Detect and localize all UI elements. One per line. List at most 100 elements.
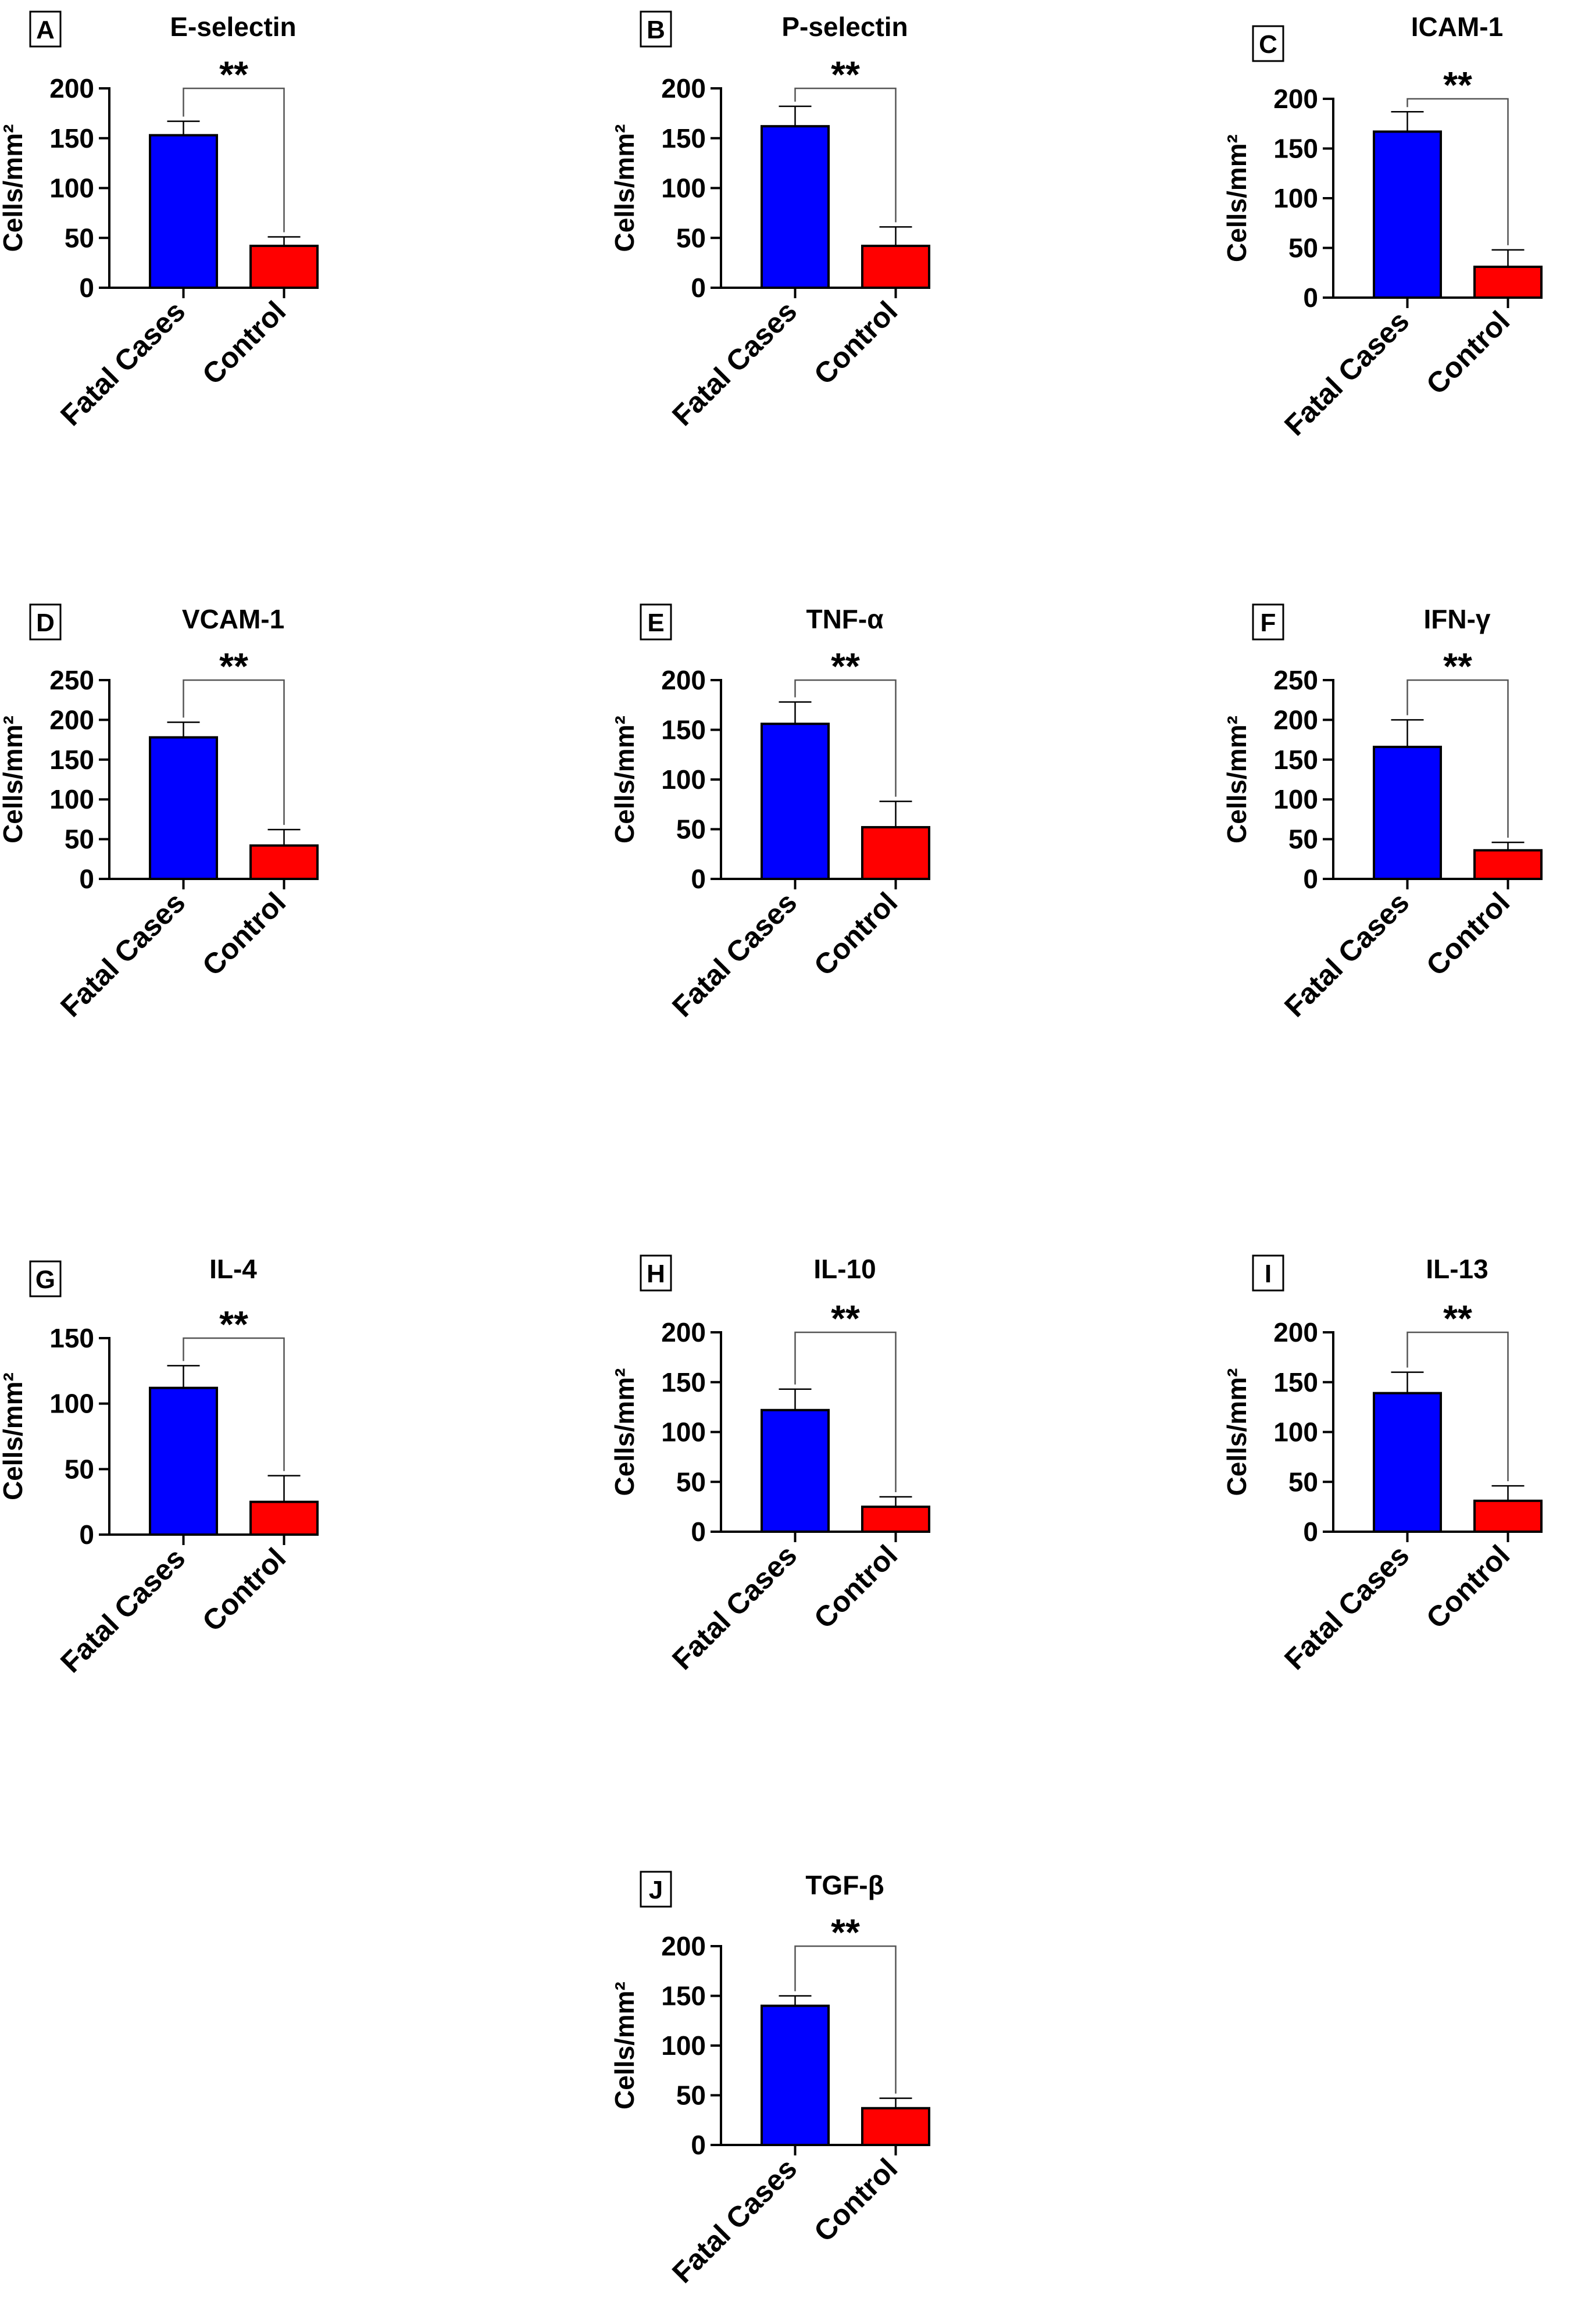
y-tick-label: 50 [676,1467,706,1497]
y-tick-label: 150 [49,1323,94,1353]
chart-panel-f: F IFN-γ ** 0 50 100 150 200 250 Fatal Cases Contro… [1222,603,1543,1023]
chart-title: IL-13 [1426,1254,1488,1284]
chart-title: IFN-γ [1424,604,1491,634]
significance-bracket [1406,98,1509,245]
significance-label: ** [1443,645,1472,687]
panel-letter: B [647,16,665,44]
x-tick-label-fatal-cases: Fatal Cases [54,295,191,432]
bar-control [861,826,930,880]
bar-control [1473,849,1543,880]
y-tick-label: 250 [49,665,94,695]
y-tick-label: 200 [1273,1317,1318,1347]
bar-fatal-cases [149,1386,218,1536]
x-tick-label-control: Control [808,295,904,391]
chart-panel-d: D VCAM-1 ** 0 50 100 150 200 250 Fatal Cases Contr… [0,603,319,1023]
x-tick-label-control: Control [808,886,904,982]
significance-bracket [794,1945,897,2094]
y-axis-label: Cells/mm² [609,1982,640,2110]
y-tick-label: 100 [661,2030,706,2061]
x-tick-label-control: Control [196,886,292,982]
x-tick-label-fatal-cases: Fatal Cases [54,886,191,1023]
significance-label: ** [1443,64,1472,106]
panel-letter: I [1265,1260,1272,1288]
significance-bracket [183,679,285,825]
y-tick-label: 200 [49,73,94,103]
y-tick-label: 150 [1273,1367,1318,1397]
significance-bracket [794,1331,897,1492]
y-tick-label: 200 [49,705,94,735]
x-tick-label-control: Control [1420,305,1516,401]
bar-fatal-cases [149,736,218,880]
chart-panel-j: J TGF-β ** 0 50 100 150 200 Fatal Cases Control Ce… [609,1870,930,2289]
panel-letter-box [640,603,672,641]
y-axis-label: Cells/mm² [609,1368,640,1496]
bar-fatal-cases [761,125,830,289]
y-tick-label: 50 [676,223,706,253]
y-axis-label: Cells/mm² [0,1372,28,1500]
y-axis-label: Cells/mm² [1222,1368,1252,1496]
y-axis-label: Cells/mm² [609,716,640,843]
y-tick-label: 50 [676,814,706,845]
x-tick-label-fatal-cases: Fatal Cases [1278,1539,1415,1676]
panel-letter: C [1259,30,1277,59]
significance-bracket [1406,679,1509,838]
y-tick-label: 200 [661,73,706,103]
bar-control [1473,265,1543,299]
chart-title: IL-10 [813,1254,876,1284]
y-tick-label: 150 [661,1367,706,1397]
y-tick-label: 150 [49,745,94,775]
y-tick-label: 100 [1273,784,1318,814]
panel-letter-box [29,1260,62,1297]
panel-letter-box [29,10,62,48]
bar-control [861,1506,930,1533]
x-tick-label-fatal-cases: Fatal Cases [1278,305,1415,442]
y-tick-label: 100 [661,764,706,795]
chart-title: P-selectin [781,12,908,42]
significance-label: ** [831,53,860,95]
y-tick-label: 200 [661,1317,706,1347]
y-tick-label: 0 [79,273,94,303]
y-tick-label: 0 [1303,283,1318,313]
y-tick-label: 100 [661,173,706,203]
y-axis-label: Cells/mm² [1222,716,1252,843]
y-tick-label: 0 [1303,864,1318,894]
bar-control [1473,1499,1543,1533]
y-tick-label: 50 [65,223,94,253]
y-tick-label: 50 [1288,1467,1318,1497]
significance-bracket [794,87,897,223]
bar-fatal-cases [149,134,218,289]
bar-fatal-cases [1373,130,1442,299]
panel-letter: A [36,16,55,44]
bar-control [249,844,319,880]
y-axis-label: Cells/mm² [0,716,28,843]
significance-label: ** [219,53,248,95]
x-tick-label-fatal-cases: Fatal Cases [666,1539,803,1676]
y-tick-label: 100 [49,1389,94,1419]
y-tick-label: 0 [691,1517,706,1547]
panel-letter: H [647,1260,665,1288]
y-tick-label: 50 [1288,233,1318,263]
y-tick-label: 0 [79,1519,94,1550]
significance-bracket [794,679,897,797]
chart-panel-e: E TNF-α ** 0 50 100 150 200 Fatal Cases Control Ce… [609,603,930,1023]
x-tick-label-control: Control [1420,886,1516,982]
y-tick-label: 100 [49,784,94,814]
panel-letter-box [640,10,672,48]
panel-letter: F [1261,609,1276,637]
panel-letter: D [36,609,55,637]
bar-fatal-cases [761,2004,830,2147]
x-tick-label-control: Control [196,295,292,391]
y-tick-label: 0 [79,864,94,894]
y-tick-label: 200 [1273,84,1318,114]
y-tick-label: 150 [661,1981,706,2011]
y-tick-label: 100 [661,1417,706,1447]
y-tick-label: 0 [1303,1517,1318,1547]
x-tick-label-control: Control [808,1539,904,1635]
significance-label: ** [1443,1297,1472,1339]
significance-label: ** [219,645,248,687]
bar-control [249,1500,319,1536]
bar-fatal-cases [761,723,830,880]
y-tick-label: 50 [65,1454,94,1484]
significance-label: ** [831,1297,860,1339]
significance-bracket [183,87,285,233]
